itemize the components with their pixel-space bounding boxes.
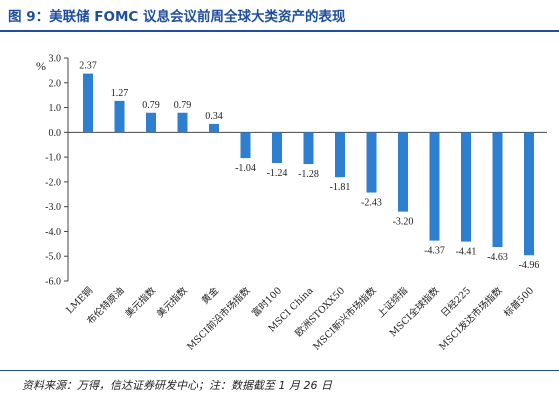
category-label: LME铜 — [64, 285, 95, 316]
data-label: -3.20 — [393, 217, 414, 228]
bar — [492, 132, 503, 248]
category-label: 标普500 — [501, 285, 536, 320]
bar — [461, 132, 471, 242]
y-axis-unit: % — [36, 59, 46, 73]
bar — [272, 132, 282, 164]
data-label: -4.41 — [456, 247, 477, 258]
category-label: 美元指数 — [123, 284, 159, 320]
data-label: 0.34 — [205, 111, 223, 122]
bar — [177, 112, 188, 133]
data-label: 0.79 — [174, 100, 192, 111]
y-tick-label: -2.0 — [45, 177, 61, 188]
data-label: 0.79 — [142, 100, 160, 111]
y-tick-label: 2.0 — [49, 78, 62, 89]
bar — [366, 132, 377, 193]
category-label: 黄金 — [199, 284, 221, 306]
bar — [303, 132, 314, 165]
data-label: 1.27 — [111, 88, 129, 99]
bar — [240, 132, 251, 159]
data-label: -1.24 — [267, 168, 288, 179]
data-label: -2.43 — [361, 198, 382, 209]
bar — [429, 132, 440, 241]
category-label: 美元指数 — [154, 284, 190, 320]
y-tick-label: 3.0 — [49, 54, 62, 65]
figure-title: 图 9：美联储 FOMC 议息会议前周全球大类资产的表现 — [8, 9, 346, 25]
data-label: -4.96 — [519, 260, 540, 271]
y-ticks: 3.0 2.0 1.0 0.0 -1.0 -2.0 -3.0 -4.0 -5.0 -6.0 — [45, 54, 68, 288]
bar-chart: % 3.0 2.0 1.0 0.0 -1.0 -2.0 -3.0 -4.0 -5.0 -6.0 2… — [36, 54, 547, 353]
y-tick-label: -6.0 — [45, 277, 61, 288]
data-label: -1.81 — [330, 182, 351, 193]
bars — [83, 73, 534, 256]
title-rule — [0, 30, 559, 32]
footer-rule — [0, 370, 559, 371]
data-label: 2.37 — [79, 61, 97, 72]
bar — [209, 123, 219, 133]
bar — [83, 73, 93, 133]
data-label: -4.63 — [487, 252, 508, 263]
source-note: 资料来源：万得，信达证券研发中心；注：数据截至 1 月 26 日 — [22, 379, 332, 392]
y-tick-label: 1.0 — [49, 103, 62, 114]
value-labels: 2.37 1.27 0.79 0.79 0.34 -1.04 -1.24 -1.28 -1.81… — [79, 61, 539, 272]
data-label: -4.37 — [424, 246, 445, 257]
data-label: -1.28 — [298, 169, 319, 180]
y-tick-label: -5.0 — [45, 252, 61, 263]
data-label: -1.04 — [235, 163, 256, 174]
y-tick-label: -1.0 — [45, 153, 61, 164]
y-tick-label: -4.0 — [45, 227, 61, 238]
bar — [146, 112, 156, 133]
y-tick-label: -3.0 — [45, 202, 61, 213]
bar — [114, 100, 125, 133]
bar — [524, 132, 534, 256]
y-tick-label: 0.0 — [49, 128, 62, 139]
bar — [335, 132, 345, 178]
bar — [398, 132, 408, 212]
